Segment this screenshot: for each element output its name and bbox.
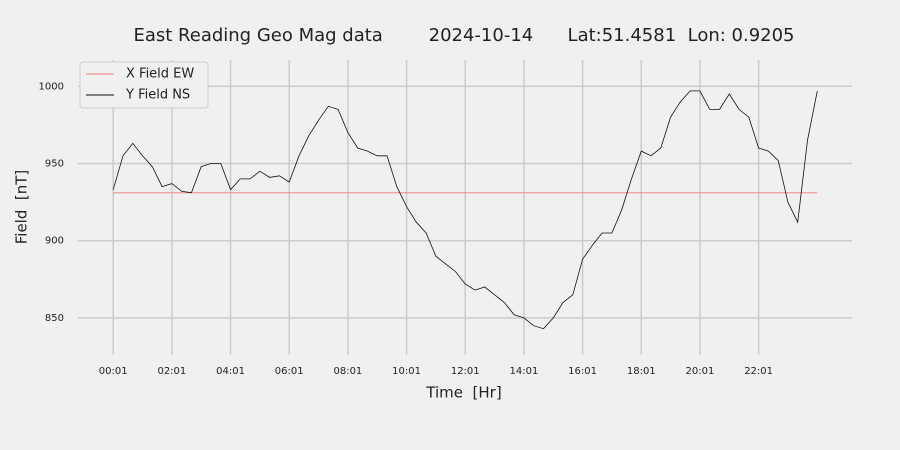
- x-tick-label: 22:01: [744, 366, 773, 377]
- y-tick-label: 850: [45, 313, 64, 324]
- x-axis-label: Time [Hr]: [425, 384, 501, 402]
- x-tick-label: 04:01: [216, 366, 245, 377]
- legend-label: Y Field NS: [125, 88, 190, 103]
- x-tick-label: 16:01: [568, 366, 597, 377]
- x-tick-label: 00:01: [99, 366, 128, 377]
- x-tick-label: 14:01: [510, 366, 539, 377]
- x-tick-label: 12:01: [451, 366, 480, 377]
- x-tick-label: 08:01: [333, 366, 362, 377]
- chart-title: East Reading Geo Mag data 2024-10-14 Lat…: [133, 25, 794, 46]
- y-tick-label: 1000: [39, 81, 64, 92]
- y-axis-label: Field [nT]: [13, 170, 31, 245]
- x-tick-label: 20:01: [686, 366, 715, 377]
- y-tick-label: 950: [45, 158, 64, 169]
- x-tick-label: 02:01: [157, 366, 186, 377]
- x-tick-label: 10:01: [392, 366, 421, 377]
- x-tick-label: 06:01: [275, 366, 304, 377]
- y-tick-label: 900: [45, 236, 64, 247]
- x-tick-label: 18:01: [627, 366, 656, 377]
- legend-label: X Field EW: [126, 67, 194, 82]
- series-line: [112, 90, 818, 330]
